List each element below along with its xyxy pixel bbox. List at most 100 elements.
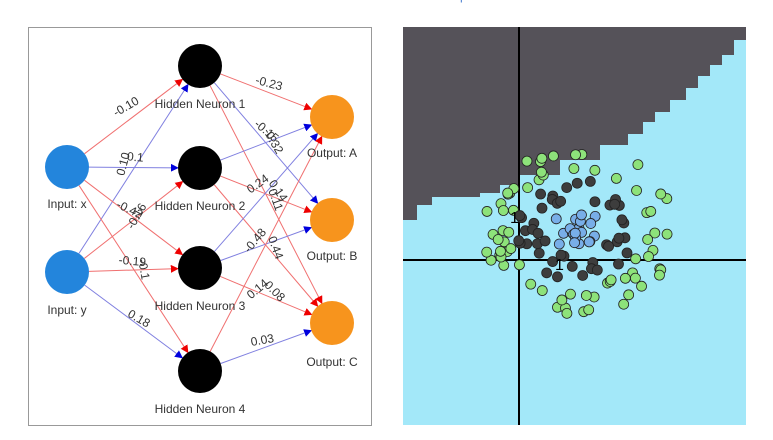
point [550,213,562,225]
point [642,234,654,245]
point [536,202,548,214]
node [45,250,89,294]
point [610,172,622,184]
point [561,307,573,319]
point [613,232,625,244]
node-label: Input: y [47,303,86,317]
point [547,256,559,267]
point [605,274,617,286]
point [541,267,553,279]
point [655,188,667,200]
node [178,146,222,190]
point [561,182,573,193]
edge [220,276,313,316]
point [616,214,628,226]
edge [220,175,313,214]
point [481,246,493,258]
point [576,209,587,221]
node [310,198,354,242]
weight-label: -0.23 [254,73,284,94]
edge [209,135,323,352]
node-label: Hidden Neuron 2 [155,199,246,213]
point [603,240,614,252]
point [514,210,526,221]
edge [84,284,183,359]
edge [220,73,313,111]
point [591,264,603,276]
plot: 1 1 [403,27,746,425]
point [535,188,547,200]
node-label: Input: x [47,197,86,211]
point [619,272,631,284]
point [536,152,548,164]
point [621,247,633,259]
point [503,226,515,238]
edge [213,184,319,307]
node [178,246,222,290]
point [580,290,592,301]
node-label: Output: B [307,249,358,263]
weight-label: -0.1 [135,258,152,281]
point [569,237,580,249]
weight-label: 0.03 [250,331,276,349]
point [643,251,654,262]
point [492,234,504,245]
edge [88,163,179,172]
point [577,270,589,281]
point [525,278,537,290]
title: Table Input [418,0,477,3]
point [649,227,661,239]
node [178,44,222,88]
point [571,177,583,189]
plot-label: 1 [510,210,519,227]
edge [78,185,189,354]
point [513,235,525,247]
point [632,159,644,171]
point [645,206,657,217]
point [568,163,580,174]
point [613,258,624,270]
point [569,227,581,239]
node-label: Output: A [307,146,357,160]
point [609,198,621,210]
point [556,294,568,306]
point [583,236,595,248]
edge [88,264,179,273]
point [630,253,642,265]
points [481,149,673,319]
point [536,285,548,296]
point [585,218,597,229]
point [654,269,665,281]
point [505,243,517,254]
point [589,196,601,208]
node-label: Hidden Neuron 4 [155,402,246,416]
point [552,271,563,283]
node [45,145,89,189]
edge [84,179,184,256]
edge [78,83,189,254]
point [539,235,551,247]
nodes: Input: x Input: y Hidden Neuron 1 Hidden Ne… [45,44,358,416]
weight-label: 0.1 [126,149,144,164]
edge [84,78,184,155]
point [536,166,547,178]
node [310,95,354,139]
point [481,206,493,217]
point [495,245,506,257]
point [521,155,533,167]
point [566,260,578,272]
point [532,227,544,239]
point [533,247,545,259]
point [555,249,567,261]
point [623,289,635,301]
node-label: Output: C [306,355,358,369]
point [502,187,514,199]
edge [220,329,313,364]
point [555,195,567,207]
point [584,176,596,187]
point [661,228,673,240]
point [514,259,525,271]
node [310,301,354,345]
